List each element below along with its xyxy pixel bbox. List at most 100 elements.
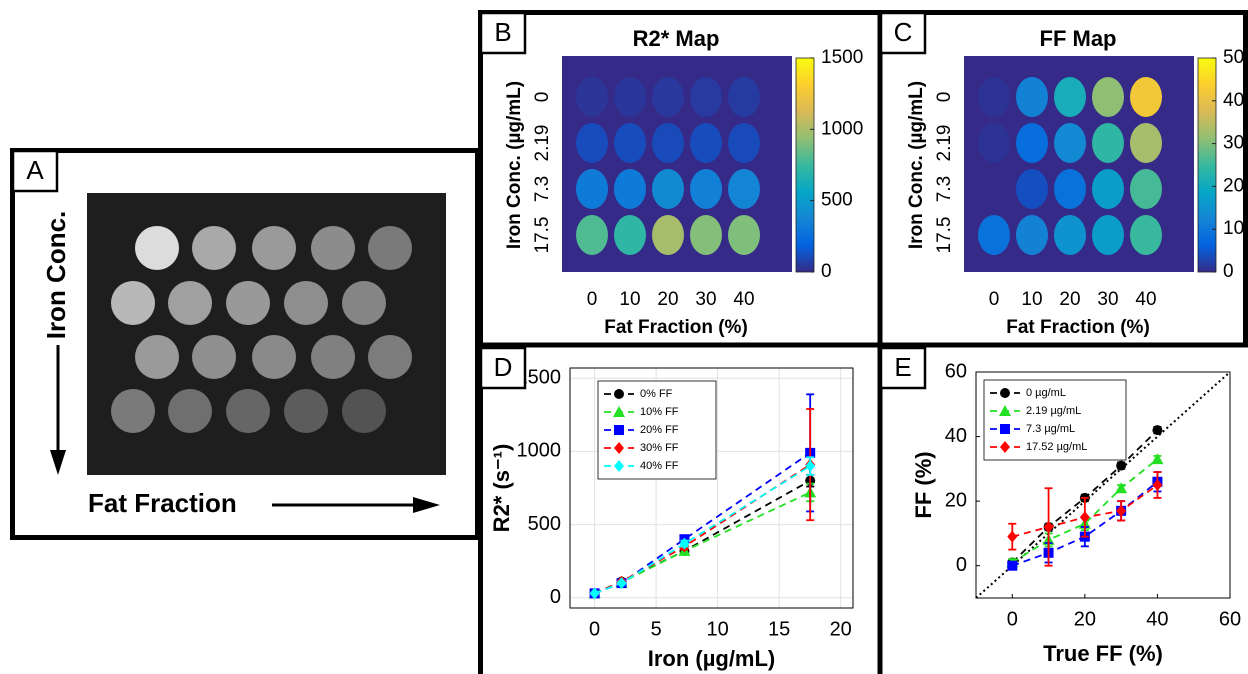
x-axis-label: True FF (%) [1043,641,1163,666]
vial [1092,123,1124,163]
x-tick-label: 20 [830,618,852,640]
vial [1092,215,1124,255]
vial [978,77,1010,117]
vial [1130,123,1162,163]
vial [652,123,684,163]
x-tick-label: 40 [1146,608,1168,630]
x-tick-label: 10 [1021,289,1042,310]
vial [1016,169,1048,209]
colorbar [796,58,814,272]
legend-label: 10% FF [640,406,679,418]
phantom-vial [226,389,270,433]
phantom-vial [368,335,412,379]
x-axis-label: Fat Fraction (%) [1006,317,1150,338]
vial [1016,215,1048,255]
phantom-vial [135,226,179,270]
phantom-vial [226,281,270,325]
y-axis-label: Iron Conc. (µg/mL) [504,81,525,249]
colorbar-tick-label: 20 [1223,175,1244,196]
x-tick-label: 15 [768,618,790,640]
colorbar-tick-label: 1500 [821,47,863,68]
vial [1092,169,1124,209]
marker [1000,424,1010,434]
vial [978,123,1010,163]
y-tick-label: 2.19 [532,125,553,162]
axis-label: Iron Conc. [41,211,71,340]
vial [728,77,760,117]
legend-label: 17.52 µg/mL [1026,441,1087,453]
y-tick-label: 0 [934,92,955,103]
phantom-vial [311,335,355,379]
colorbar-tick-label: 1000 [821,118,863,139]
x-tick-label: 40 [1135,289,1156,310]
x-tick-label: 20 [1074,608,1096,630]
x-axis-label: Iron (µg/mL) [648,646,776,671]
phantom-vial [192,335,236,379]
phantom-vial [342,281,386,325]
vial [576,215,608,255]
y-tick-label: 60 [945,360,967,382]
y-tick-label: 7.3 [532,176,553,202]
vial [614,169,646,209]
phantom-vial [111,281,155,325]
phantom-vial [342,389,386,433]
vial [1016,123,1048,163]
phantom-vial [368,226,412,270]
vial [652,215,684,255]
vial [690,77,722,117]
panel-label: C [894,17,913,47]
vial [728,123,760,163]
phantom-vial [135,335,179,379]
x-axis-label: Fat Fraction (%) [604,317,748,338]
phantom-vial [311,226,355,270]
vial [1054,215,1086,255]
panel-label: B [494,17,511,47]
y-tick-label: 2.19 [934,125,955,162]
vial [1092,77,1124,117]
legend-label: 0 µg/mL [1026,387,1066,399]
vial [690,169,722,209]
panel-label: D [494,352,513,382]
y-tick-label: 1000 [517,440,562,462]
vial [1054,169,1086,209]
legend-label: 40% FF [640,460,679,472]
vial [1054,77,1086,117]
vial [614,123,646,163]
x-tick-label: 20 [1059,289,1080,310]
vial [978,215,1010,255]
colorbar-tick-label: 0 [821,261,832,282]
vial [1054,123,1086,163]
marker [1116,461,1126,471]
chart-title: FF Map [1040,26,1117,51]
vial [1130,77,1162,117]
marker [1007,561,1017,571]
colorbar [1198,58,1216,272]
vial [652,77,684,117]
y-tick-label: 0 [956,554,967,576]
y-tick-label: 7.3 [934,176,955,202]
colorbar-tick-label: 500 [821,190,853,211]
marker [1152,425,1162,435]
colorbar-tick-label: 10 [1223,218,1244,239]
vial [1130,215,1162,255]
colorbar-tick-label: 0 [1223,261,1234,282]
x-tick-label: 30 [1097,289,1118,310]
vial [728,215,760,255]
x-tick-label: 40 [733,289,754,310]
marker [614,425,624,435]
panel-label: A [26,155,44,185]
marker [1000,388,1010,398]
phantom-vial [192,226,236,270]
vial [614,77,646,117]
colorbar-tick-label: 40 [1223,90,1244,111]
vial [614,215,646,255]
y-axis-label: Iron Conc. (µg/mL) [906,81,927,249]
phantom-vial [168,281,212,325]
x-tick-label: 0 [587,289,598,310]
vial [690,123,722,163]
vial [576,123,608,163]
legend-label: 0% FF [640,388,673,400]
y-tick-label: 0 [532,92,553,103]
marker [614,389,624,399]
x-tick-label: 10 [619,289,640,310]
